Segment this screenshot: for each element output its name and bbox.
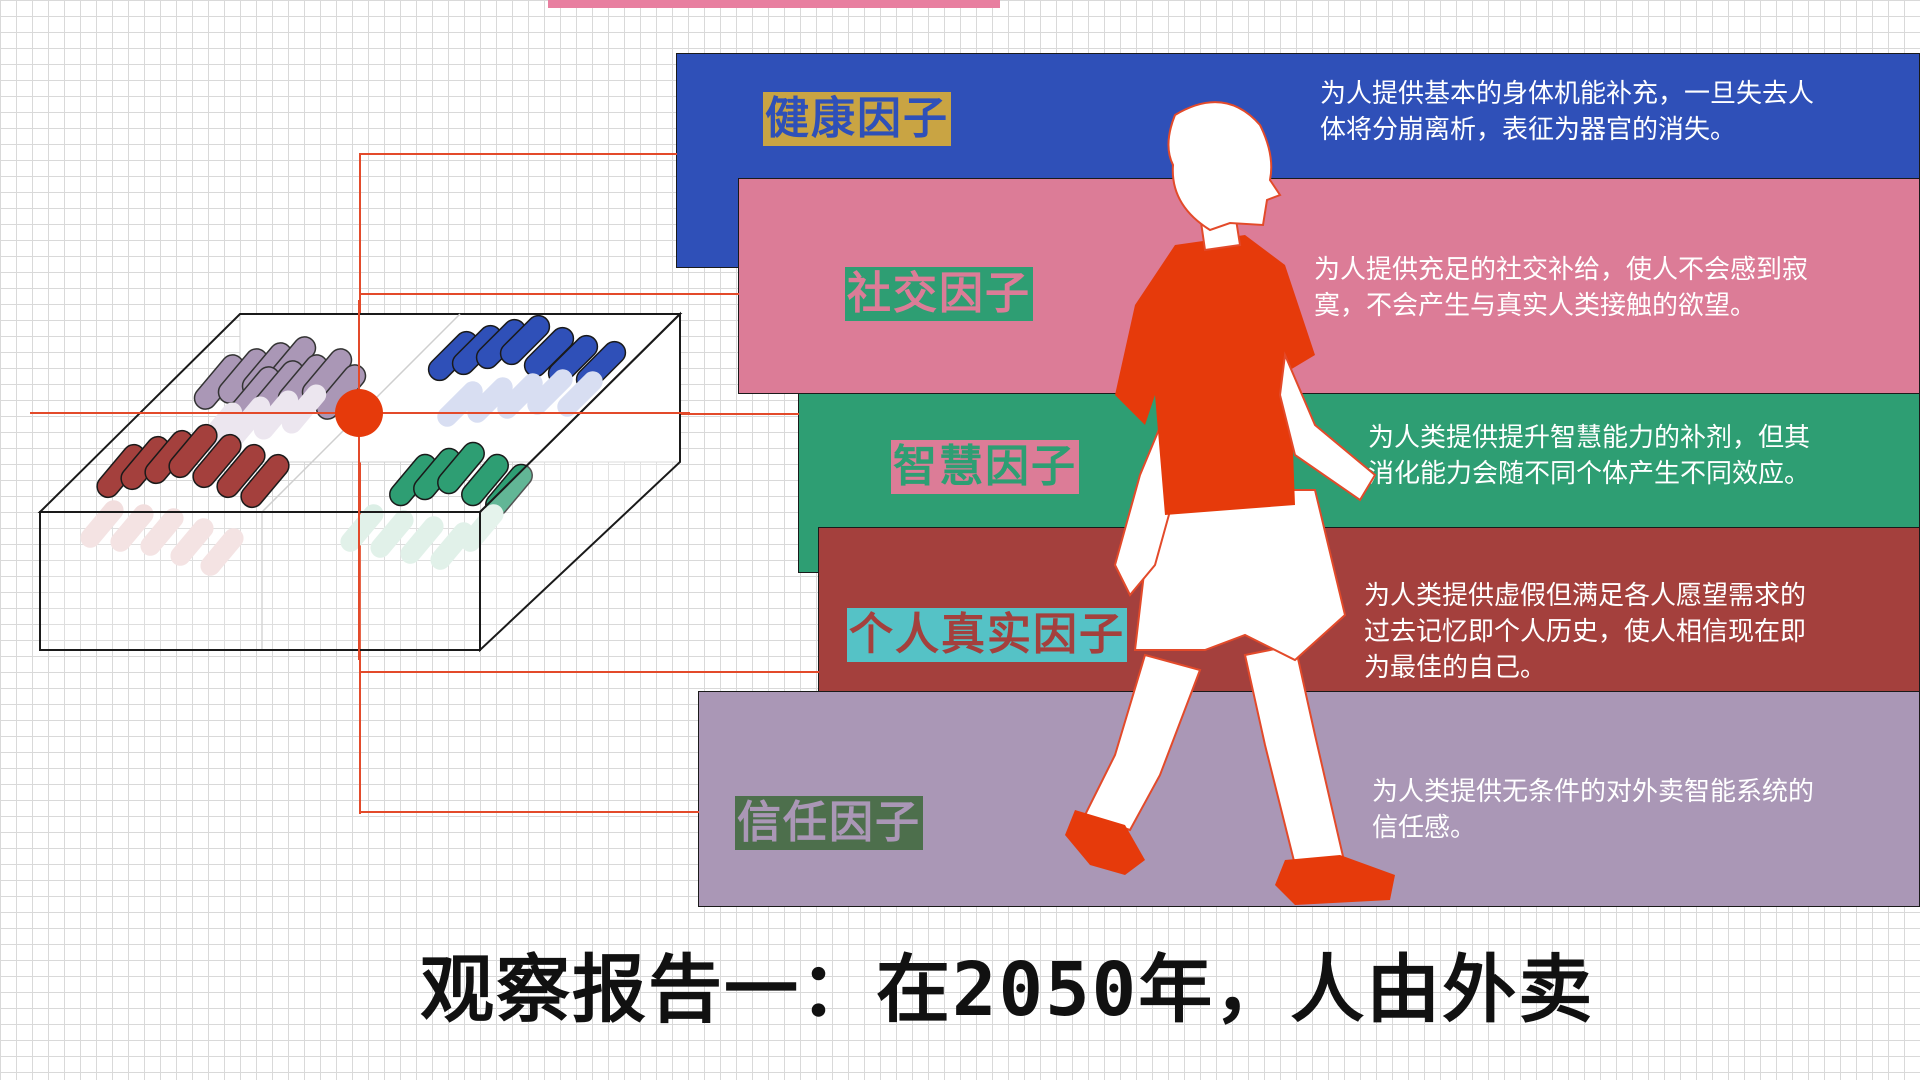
- shorts: [1133, 489, 1347, 662]
- factor-desc-trust-line: 为人类提供无条件的对外卖智能系统的: [1372, 777, 1815, 807]
- factor-desc-social-line: 寞，不会产生与真实人类接触的欲望。: [1314, 291, 1757, 321]
- factor-title-health: 健康因子: [763, 92, 951, 146]
- factor-desc-health: 为人提供基本的身体机能补充，一旦失去人 体将分崩离析，表征为器官的消失。: [1320, 76, 1814, 148]
- factor-desc-real-line: 过去记忆即个人历史，使人相信现在即: [1364, 617, 1807, 647]
- connector-social: [359, 293, 739, 295]
- front-arm: [1278, 351, 1377, 502]
- factor-desc-wisdom: 为人类提供提升智慧能力的补剂，但其 消化能力会随不同个体产生不同效应。: [1368, 420, 1810, 492]
- factor-desc-trust: 为人类提供无条件的对外卖智能系统的 信任感。: [1372, 774, 1814, 846]
- factor-card-social: 社交因子: [738, 178, 1920, 394]
- factor-desc-health-line: 体将分崩离析，表征为器官的消失。: [1320, 115, 1737, 145]
- connector-trust: [359, 811, 699, 813]
- factor-desc-social-line: 为人提供充足的社交补给，使人不会感到寂: [1314, 255, 1809, 285]
- tray-front-face: [39, 511, 481, 651]
- factor-desc-wisdom-line: 消化能力会随不同个体产生不同效应。: [1368, 459, 1811, 489]
- red-shirt: [1115, 235, 1315, 515]
- front-leg: [1243, 643, 1347, 866]
- pill-group-green: [389, 441, 533, 517]
- factor-desc-social: 为人提供充足的社交补给，使人不会感到寂 寞，不会产生与真实人类接触的欲望。: [1314, 252, 1808, 324]
- top-pink-bar: [548, 0, 1000, 8]
- connector-real: [359, 671, 819, 673]
- back-shoe: [1065, 810, 1145, 875]
- factor-title-trust: 信任因子: [735, 796, 923, 850]
- head: [1167, 101, 1282, 232]
- walking-person-svg: [1065, 101, 1395, 905]
- factor-desc-real: 为人类提供虚假但满足各人愿望需求的 过去记忆即个人历史，使人相信现在即 为最佳的…: [1364, 578, 1806, 686]
- factor-desc-trust-line: 信任感。: [1372, 813, 1477, 843]
- connector-health: [359, 153, 677, 155]
- pill-group-green-ghost: [340, 504, 504, 570]
- pill-group-red: [96, 423, 290, 509]
- factor-desc-health-line: 为人提供基本的身体机能补充，一旦失去人: [1320, 79, 1815, 109]
- report-caption: 观察报告一：在2050年，人由外卖: [420, 947, 1595, 1033]
- front-shoe: [1275, 855, 1395, 905]
- pill-group-blue-ghost: [437, 369, 603, 427]
- factor-desc-real-line: 为最佳的自己。: [1364, 653, 1547, 683]
- walking-person-illustration: [995, 95, 1465, 915]
- factor-title-wisdom: 智慧因子: [891, 440, 1079, 494]
- pill-group-red-ghost: [80, 500, 244, 576]
- factor-title-social: 社交因子: [845, 267, 1033, 321]
- center-red-dot: [335, 389, 383, 437]
- pill-group-blue: [427, 314, 627, 392]
- pill-tray-illustration: [30, 300, 690, 660]
- back-leg: [1083, 653, 1202, 832]
- factor-title-real: 个人真实因子: [847, 608, 1127, 662]
- factor-desc-real-line: 为人类提供虚假但满足各人愿望需求的: [1364, 581, 1807, 611]
- tray-side-face: [479, 311, 681, 653]
- factor-desc-wisdom-line: 为人类提供提升智慧能力的补剂，但其: [1368, 423, 1811, 453]
- pill-tray-svg: [30, 300, 690, 660]
